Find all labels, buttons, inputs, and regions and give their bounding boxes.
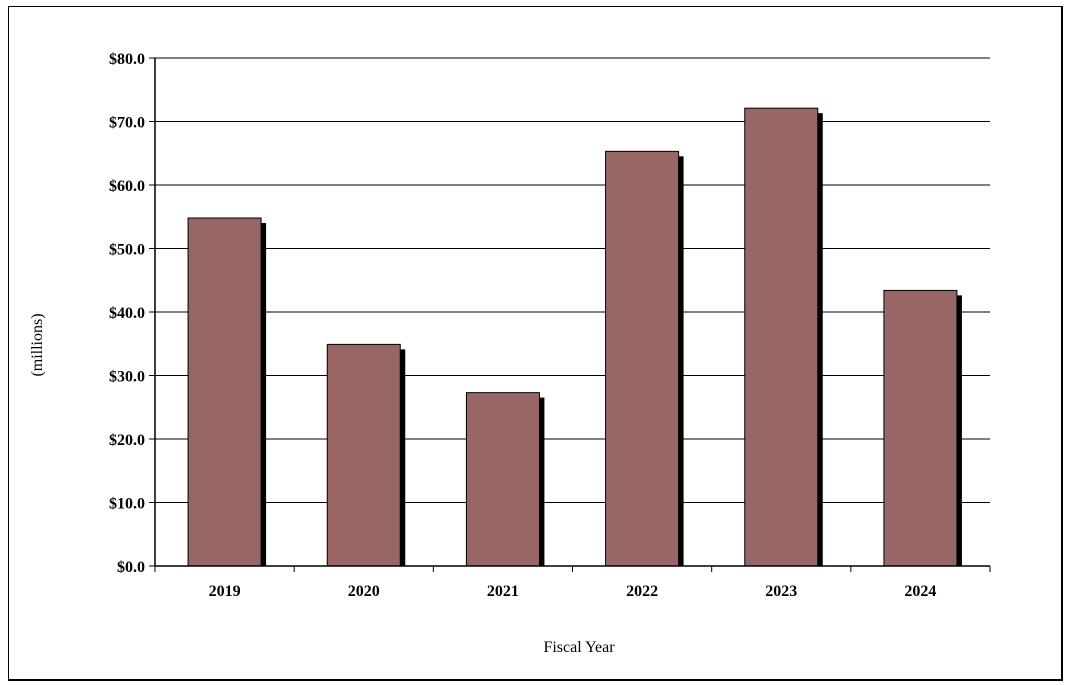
y-tick-label: $30.0 [109,369,145,386]
x-tick-label: 2022 [626,583,658,600]
y-tick-label: $10.0 [109,496,145,513]
x-tick-label: 2020 [348,583,380,600]
bar-2024 [883,289,958,567]
y-tick-label: $20.0 [109,432,145,449]
y-tick-label: $80.0 [109,51,145,68]
y-tick-label: $60.0 [109,178,145,195]
gridlines [149,57,990,567]
bars [187,107,962,567]
bar-2019 [187,217,262,567]
x-tick-label: 2023 [765,583,797,600]
y-axis-title: (millions) [29,313,46,376]
bar-2022 [605,150,680,567]
y-tick-label: $40.0 [109,305,145,322]
bar-2023 [744,107,819,567]
x-tick-label: 2024 [904,583,936,600]
y-tick-label: $50.0 [109,242,145,259]
bar-2021 [465,392,540,567]
bar-2020 [326,343,401,567]
y-tick-label: $70.0 [109,115,145,132]
axes [154,58,991,572]
y-tick-label: $0.0 [117,559,145,576]
x-tick-label: 2021 [487,583,519,600]
x-tick-labels: 2019 2020 2021 2022 2023 2024 [209,583,937,600]
y-tick-labels: $0.0 $10.0 $20.0 $30.0 $40.0 $50.0 $60.0 $70.0 $… [109,51,145,576]
x-axis-title: Fiscal Year [543,639,615,656]
x-tick-label: 2019 [209,583,241,600]
